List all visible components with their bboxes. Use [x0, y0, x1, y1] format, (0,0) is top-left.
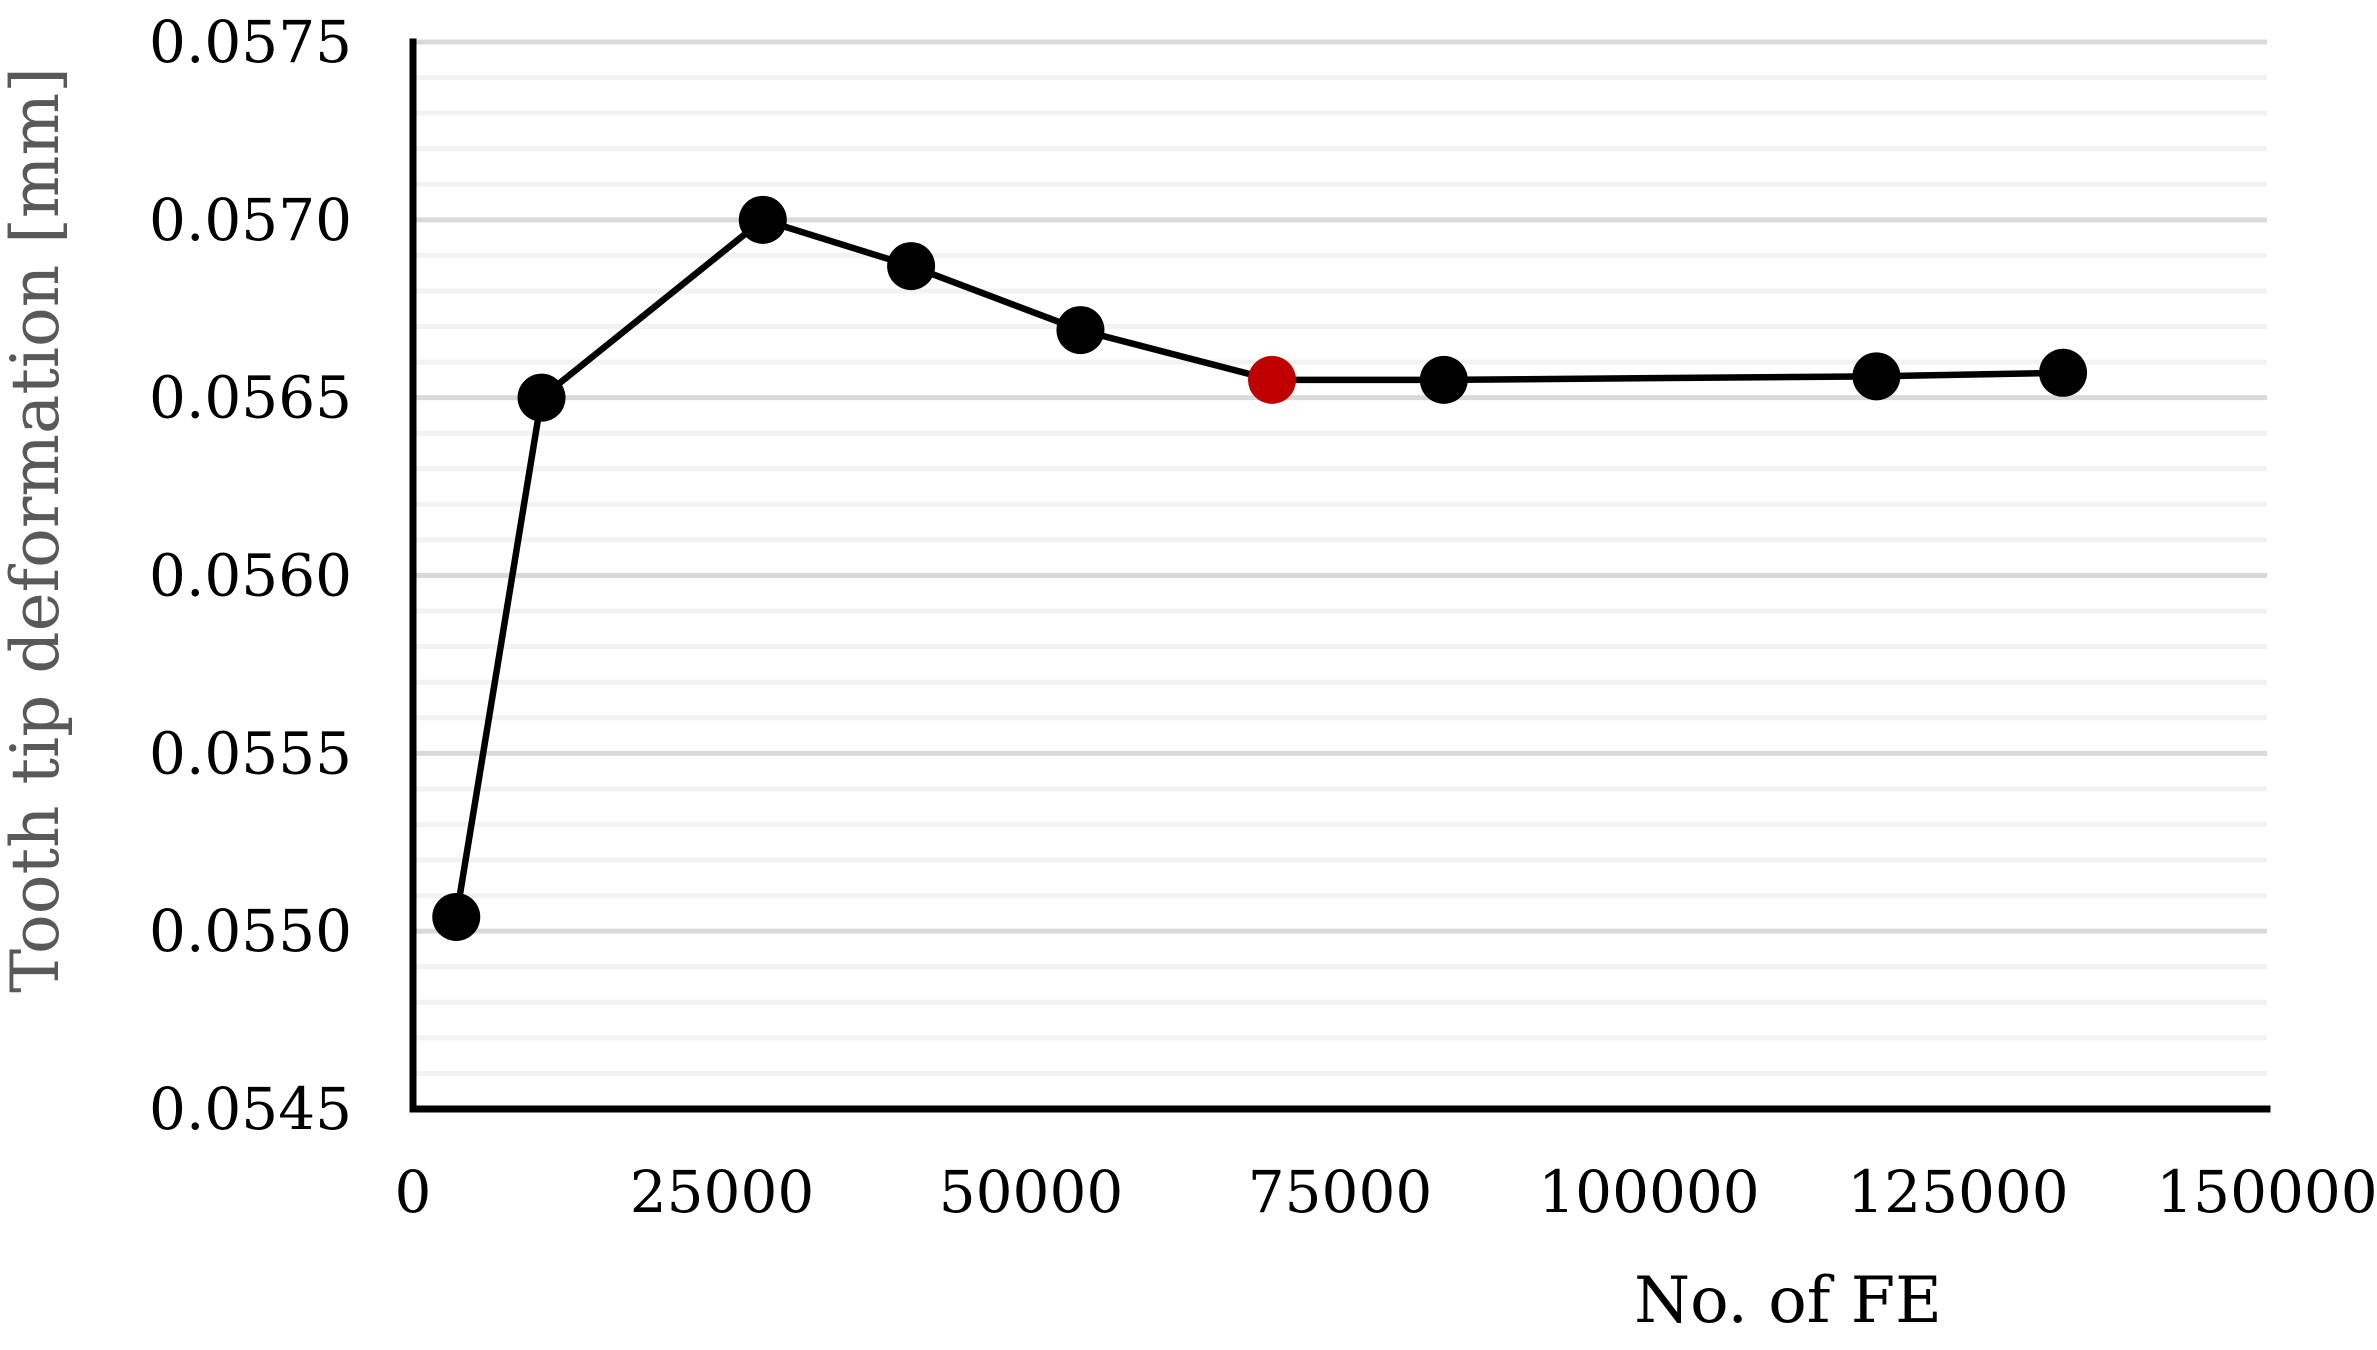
x-tick-label: 75000 — [1248, 1158, 1433, 1226]
y-axis-title: Tooth tip deformation [mm] — [0, 67, 74, 993]
y-tick-label: 0.0550 — [149, 897, 352, 965]
x-tick-label: 125000 — [1847, 1158, 2068, 1226]
axis-lines — [409, 38, 2271, 1113]
data-point-marker — [1056, 306, 1105, 355]
y-tick-label: 0.0560 — [149, 542, 352, 610]
x-tick-label: 0 — [395, 1158, 432, 1226]
data-point-marker — [432, 892, 481, 941]
tick-labels-layer: 0.0545 0.0550 0.0555 0.0560 0.0565 0.0570 0.05… — [149, 8, 2377, 1226]
x-tick-label: 25000 — [630, 1158, 815, 1226]
data-point-marker — [2039, 348, 2088, 397]
axes-layer — [409, 38, 2271, 1113]
data-series-layer — [432, 195, 2088, 941]
y-tick-label: 0.0555 — [149, 719, 352, 787]
data-point-marker — [1852, 352, 1901, 401]
y-tick-label: 0.0575 — [149, 8, 352, 76]
data-point-marker — [517, 373, 566, 422]
x-tick-label: 150000 — [2156, 1158, 2377, 1226]
y-tick-label: 0.0545 — [149, 1075, 352, 1143]
data-point-marker — [887, 242, 936, 291]
highlighted-data-point-marker — [1248, 355, 1297, 404]
y-tick-label: 0.0565 — [149, 364, 352, 432]
data-point-marker — [738, 195, 787, 244]
x-tick-label: 50000 — [939, 1158, 1124, 1226]
gridlines-layer — [413, 39, 2267, 1076]
x-axis-title: No. of FE — [1634, 1264, 1942, 1338]
data-point-marker — [1419, 355, 1468, 404]
y-tick-label: 0.0570 — [149, 186, 352, 254]
x-tick-label: 100000 — [1538, 1158, 1759, 1226]
